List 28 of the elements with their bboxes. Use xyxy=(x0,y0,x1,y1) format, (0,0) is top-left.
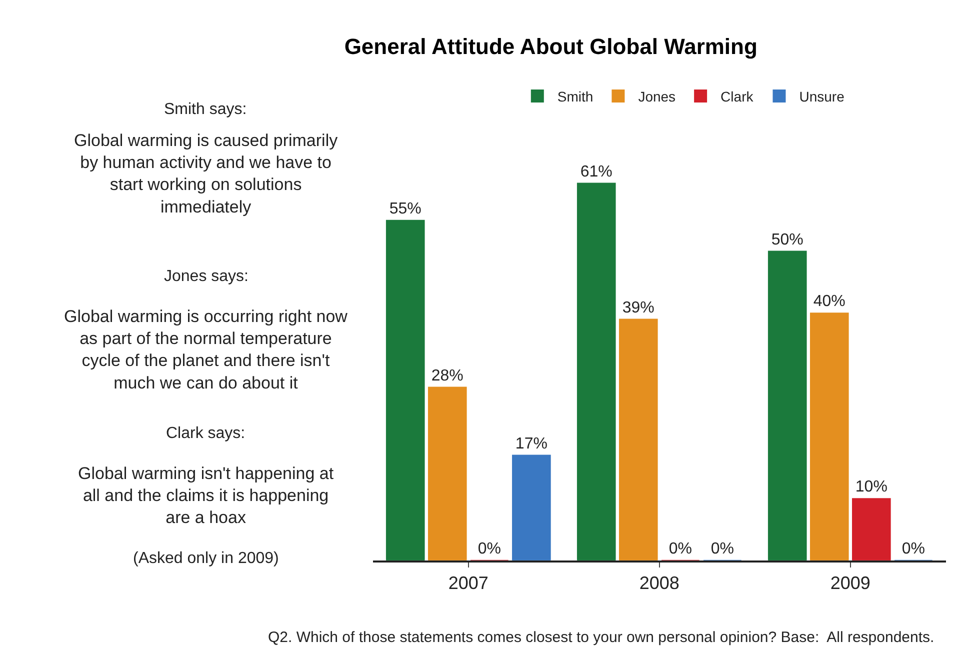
data-label: 0% xyxy=(902,540,925,558)
legend-label: Clark xyxy=(720,88,754,104)
text: Global warming is occurring right now as part of the normal temperature cycle of the planet and there isn't much we can do about it xyxy=(64,307,348,392)
data-label: 10% xyxy=(855,478,888,496)
legend-label: Unsure xyxy=(799,88,845,104)
text: Global warming is caused primarily by human activity and we have to start working on solutions immediately xyxy=(74,131,338,216)
data-label: 39% xyxy=(622,299,654,316)
text: Q2. Which of those statements comes closest to your own personal opinion? Base: All respondents. xyxy=(268,629,934,646)
data-label: 55% xyxy=(389,200,422,218)
data-label: 50% xyxy=(771,231,804,248)
text: Clark says: xyxy=(166,425,246,442)
text: Smith says: xyxy=(164,101,247,118)
x-tick-label: 2008 xyxy=(639,573,680,593)
x-tick-label: 2009 xyxy=(830,573,870,593)
data-label: 0% xyxy=(668,540,692,558)
text: Global warming isn't happening at all and the claims it is happening are a hoax xyxy=(78,464,334,528)
data-label: 28% xyxy=(431,367,464,384)
text: Jones says: xyxy=(164,268,248,285)
data-label: 0% xyxy=(710,540,734,558)
data-label: 40% xyxy=(813,293,846,310)
text: (Asked only in 2009) xyxy=(133,550,279,567)
legend-label: Jones xyxy=(638,88,676,104)
x-tick-label: 2007 xyxy=(448,573,488,593)
legend-label: Smith xyxy=(557,88,594,104)
data-label: 0% xyxy=(478,540,501,558)
data-label: 17% xyxy=(515,435,548,452)
data-label: 61% xyxy=(580,163,612,180)
chart-title: General Attitude About Global Warming xyxy=(344,34,758,59)
